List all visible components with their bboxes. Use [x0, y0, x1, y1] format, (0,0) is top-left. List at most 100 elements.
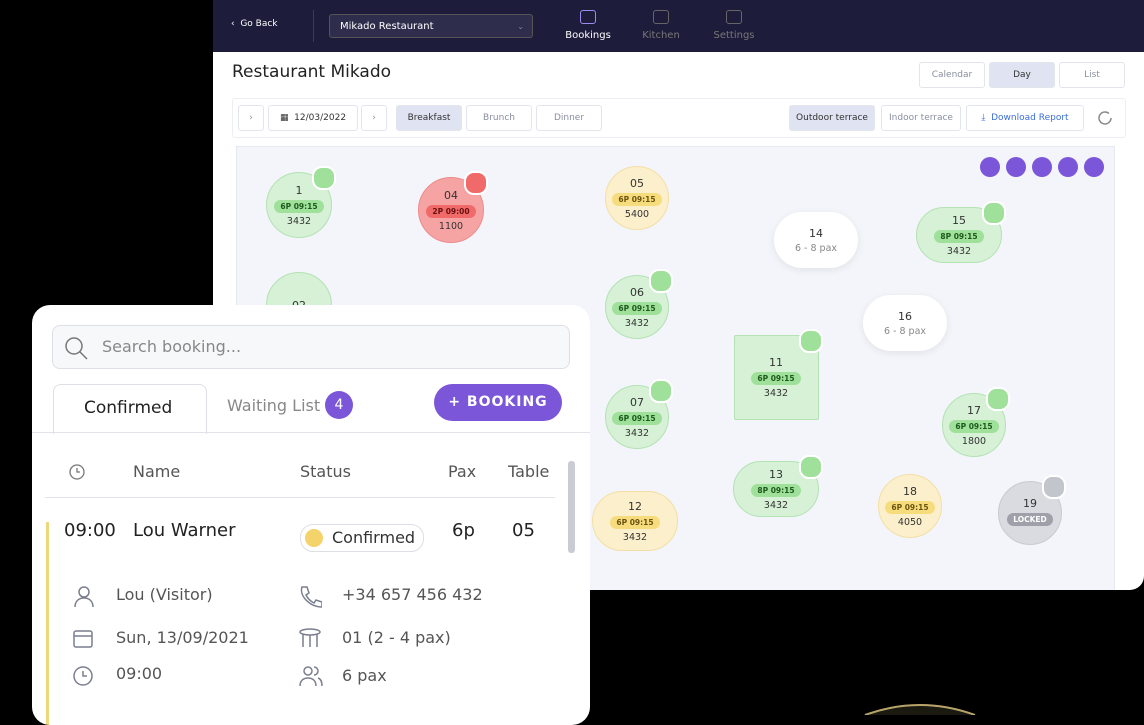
table-badge: 6P 09:15 [612, 192, 662, 206]
view-button[interactable]: Calendar [919, 62, 985, 88]
table-badge: 6P 09:15 [274, 199, 324, 213]
table-icon [649, 269, 673, 293]
table-code: 3432 [763, 499, 789, 511]
table-icon [798, 328, 823, 353]
next-button[interactable]: › [361, 105, 387, 131]
table-info: 01 (2 - 4 pax) [342, 628, 451, 647]
booking-name: Lou Warner [133, 520, 236, 541]
booking-pax: 6p [452, 520, 475, 541]
floor-table[interactable]: 13 8P 09:15 3432 [733, 461, 819, 517]
download-label: Download Report [991, 113, 1069, 123]
meal-filter[interactable]: Breakfast [396, 105, 462, 131]
floor-table[interactable]: 07 6P 09:15 3432 [605, 385, 669, 449]
table-icon [982, 201, 1006, 225]
meal-filter[interactable]: Brunch [466, 105, 532, 131]
column-header: Pax [448, 462, 477, 481]
booking-time: 09:00 [64, 520, 116, 541]
area-filter[interactable]: Outdoor terrace [789, 105, 875, 131]
table-badge: 6P 09:15 [949, 419, 999, 433]
table-label: 18 [903, 484, 917, 498]
scrollbar [568, 461, 575, 553]
nav-icon [653, 10, 669, 24]
table-code: 1100 [438, 220, 464, 232]
search-placeholder: Search booking... [102, 337, 242, 356]
status-pill: Confirmed [300, 524, 424, 552]
tab-label: Confirmed [84, 398, 173, 418]
map-control[interactable] [1006, 157, 1026, 177]
guest: Lou (Visitor) [116, 585, 213, 604]
nav-icon [726, 10, 742, 24]
table-icon [799, 455, 823, 479]
table-badge: 6P 09:15 [885, 500, 935, 514]
map-control[interactable] [980, 157, 1000, 177]
table-label: 16 [898, 309, 912, 323]
table-badge: 6P 09:15 [612, 301, 662, 315]
table-label: 07 [630, 395, 644, 409]
table-icon [299, 628, 321, 647]
row-accent [46, 522, 49, 725]
restaurant-select[interactable]: Mikado Restaurant ⌄ [329, 14, 533, 38]
floor-table[interactable]: 1 6P 09:15 3432 [266, 172, 332, 238]
count-badge: 4 [325, 391, 353, 419]
floor-table[interactable]: 05 6P 09:15 5400 [605, 166, 669, 230]
divider [45, 497, 555, 498]
date-picker[interactable]: ▦ 12/03/2022 [268, 105, 358, 131]
tab-label[interactable]: Waiting List [227, 396, 321, 415]
back-button[interactable]: ‹ Go Back [231, 19, 278, 29]
table-code: 3432 [763, 387, 789, 399]
booking-panel: Search booking... Confirmed Waiting List… [32, 305, 590, 725]
column-header: Table [508, 462, 550, 481]
map-control[interactable] [1032, 157, 1052, 177]
prev-button[interactable]: › [238, 105, 264, 131]
add-booking-button[interactable]: + BOOKING [434, 384, 562, 421]
meal-filter[interactable]: Dinner [536, 105, 602, 131]
table-icon [649, 379, 673, 403]
area-filter[interactable]: Indoor terrace [881, 105, 961, 131]
nav-tab[interactable]: Kitchen [642, 30, 680, 41]
people-icon [299, 666, 323, 687]
floor-table[interactable]: 11 6P 09:15 3432 [733, 334, 819, 420]
refresh-icon[interactable] [1095, 108, 1115, 128]
clock-icon [69, 464, 85, 480]
map-control[interactable] [1084, 157, 1104, 177]
table-icon [464, 171, 488, 195]
divider [32, 432, 590, 433]
phone-icon [300, 586, 322, 608]
divider [313, 10, 314, 42]
clock-icon [73, 666, 93, 686]
table-badge: 8P 09:15 [934, 229, 984, 243]
floor-table[interactable]: 15 8P 09:15 3432 [916, 207, 1002, 263]
floor-table[interactable]: 18 6P 09:15 4050 [878, 474, 942, 538]
phone: +34 657 456 432 [342, 585, 483, 604]
floor-table[interactable]: 12 6P 09:15 3432 [592, 491, 678, 551]
table-icon [312, 166, 336, 190]
tab-confirmed[interactable] [53, 384, 207, 434]
table-icon [1042, 475, 1066, 499]
floor-plan: 1 6P 09:15 3432 04 2P 09:00 1100 05 6P 09:15 540… [236, 146, 1115, 590]
view-button[interactable]: List [1059, 62, 1125, 88]
table-label: 1 [295, 183, 303, 197]
person-icon [74, 586, 94, 608]
nav-tab[interactable]: Bookings [565, 30, 611, 41]
table-label: 15 [952, 213, 966, 227]
nav-tab[interactable]: Settings [713, 30, 755, 41]
search-box[interactable]: Search booking... [52, 325, 570, 369]
floor-table[interactable]: 14 6 - 8 pax [774, 212, 858, 268]
table-badge: 6P 09:15 [751, 371, 801, 385]
table-icon [986, 387, 1010, 411]
map-control[interactable] [1058, 157, 1078, 177]
table-code: 3432 [624, 427, 650, 439]
table-code: 5400 [624, 208, 650, 220]
booking-table: 05 [512, 520, 535, 541]
column-header: Status [300, 462, 351, 481]
column-header: Name [133, 462, 181, 481]
table-label: 06 [630, 285, 644, 299]
download-button[interactable]: ⤓ Download Report [966, 105, 1084, 131]
table-badge: 2P 09:00 [426, 204, 476, 218]
floor-table[interactable]: 16 6 - 8 pax [863, 295, 947, 351]
table-badge: LOCKED [1007, 513, 1053, 526]
table-badge: 6P 09:15 [610, 515, 660, 529]
view-button[interactable]: Day [989, 62, 1055, 88]
table-badge: 6P 09:15 [612, 411, 662, 425]
table-code: 4050 [897, 516, 923, 528]
